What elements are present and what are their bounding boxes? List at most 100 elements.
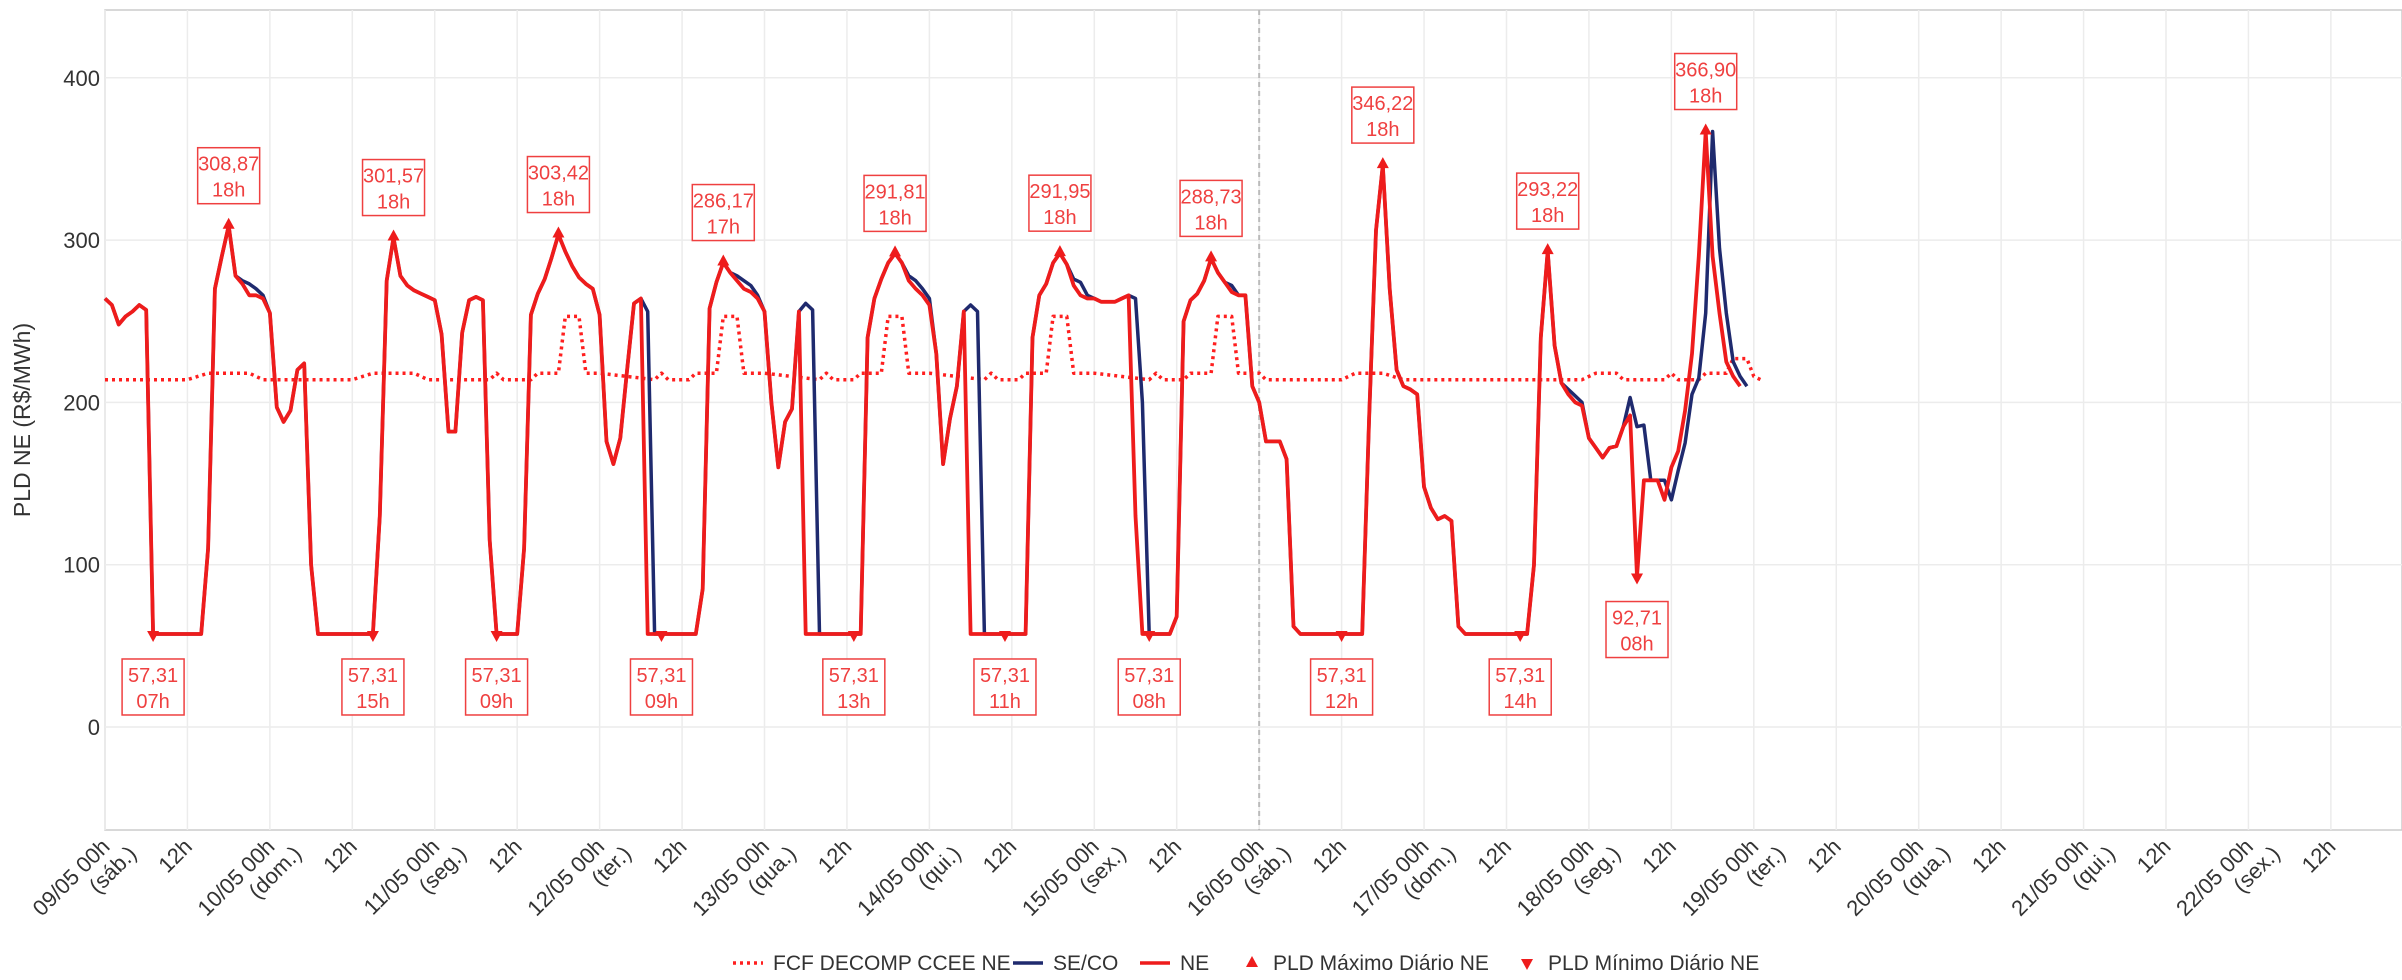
y-tick-label: 100 xyxy=(63,553,100,578)
min-marker xyxy=(1335,630,1348,642)
annotation-hour: 18h xyxy=(542,189,575,211)
legend: FCF DECOMP CCEE NE SE/CO NE PLD Máximo Diár… xyxy=(733,952,1759,975)
x-tick-label-line1: 12h xyxy=(978,834,1022,878)
x-tick-label: 12h xyxy=(1307,834,1351,878)
annotation-hour: 08h xyxy=(1620,634,1653,656)
annotation-box xyxy=(464,658,529,716)
x-tick-label-line1: 12h xyxy=(1472,834,1516,878)
min-annotation: 57,31 09h xyxy=(629,658,694,716)
annotation-hour: 18h xyxy=(377,192,410,214)
max-annotation: 366,90 18h xyxy=(1673,52,1738,111)
annotation-value: 57,31 xyxy=(1124,665,1174,687)
series-lines xyxy=(103,129,1762,636)
x-tick-label: 16/05 00h(sáb.) xyxy=(1182,834,1296,921)
annotation-box xyxy=(822,658,886,716)
annotation-box xyxy=(1309,658,1374,716)
annotation-hour: 11h xyxy=(989,691,1021,713)
legend-item-seco: SE/CO xyxy=(1013,952,1118,975)
max-marker xyxy=(552,226,565,238)
legend-label: PLD Máximo Diário NE xyxy=(1273,952,1489,975)
min-annotation: 57,31 11h xyxy=(973,658,1037,716)
annotation-hour: 18h xyxy=(878,207,911,229)
x-tick-label: 13/05 00h(qua.) xyxy=(687,834,801,921)
max-marker xyxy=(889,245,902,257)
legend-item-fcf: FCF DECOMP CCEE NE xyxy=(733,952,1011,975)
annotation-value: 293,22 xyxy=(1517,179,1578,201)
annotation-box xyxy=(1179,179,1243,238)
max-annotation: 303,42 18h xyxy=(526,155,591,214)
min-marker xyxy=(1631,573,1644,585)
x-tick-label: 12h xyxy=(648,834,692,878)
max-annotation: 291,95 18h xyxy=(1028,174,1092,232)
min-marker xyxy=(1514,630,1527,642)
y-tick-label: 0 xyxy=(88,715,100,740)
x-tick-label: 12h xyxy=(2132,834,2176,878)
max-annotation: 301,57 18h xyxy=(361,158,426,217)
annotation-hour: 18h xyxy=(212,180,245,202)
x-tick-label: 12h xyxy=(153,834,197,878)
max-annotation: 288,73 18h xyxy=(1179,179,1243,238)
annotation-value: 57,31 xyxy=(829,665,879,687)
annotation-value: 57,31 xyxy=(1317,665,1367,687)
y-tick-label: 400 xyxy=(63,66,100,91)
annotation-value: 92,71 xyxy=(1612,608,1662,630)
daily-markers xyxy=(147,123,1712,642)
x-tick-label-line1: 12h xyxy=(1143,834,1187,878)
min-marker xyxy=(490,630,503,642)
annotation-hour: 18h xyxy=(1366,119,1399,141)
annotation-box xyxy=(1117,658,1181,716)
annotation-box xyxy=(1028,174,1092,232)
annotation-value: 57,31 xyxy=(636,665,686,687)
annotation-value: 57,31 xyxy=(472,665,522,687)
annotation-hour: 18h xyxy=(1043,207,1076,229)
x-tick-label: 12h xyxy=(1802,834,1846,878)
x-tick-label: 09/05 00h(sáb.) xyxy=(28,834,142,921)
annotation-box xyxy=(863,174,927,233)
annotation-box xyxy=(1605,600,1669,659)
annotation-box xyxy=(1351,86,1415,144)
annotation-box xyxy=(1488,658,1552,716)
x-tick-label-line1: 12h xyxy=(2132,834,2176,878)
annotation-value: 346,22 xyxy=(1352,93,1413,115)
annotation-value: 308,87 xyxy=(198,154,259,176)
max-annotation: 291,81 18h xyxy=(863,174,927,233)
x-tick-label: 14/05 00h(qui.) xyxy=(852,834,966,921)
min-annotation: 57,31 12h xyxy=(1309,658,1374,716)
min-marker xyxy=(998,630,1011,642)
annotation-value: 366,90 xyxy=(1675,60,1736,82)
legend-label: PLD Mínimo Diário NE xyxy=(1548,952,1759,975)
legend-label: SE/CO xyxy=(1053,952,1118,975)
x-tick-label: 12h xyxy=(318,834,362,878)
min-marker xyxy=(147,630,160,642)
x-tick-label: 12h xyxy=(1472,834,1516,878)
annotation-value: 57,31 xyxy=(128,665,178,687)
max-marker xyxy=(1699,123,1712,135)
x-tick-label: 21/05 00h(qui.) xyxy=(2006,834,2120,921)
series-ne-line xyxy=(103,129,1742,636)
annotation-value: 291,95 xyxy=(1029,181,1090,203)
min-marker xyxy=(655,630,668,642)
annotation-hour: 18h xyxy=(1531,205,1564,227)
annotation-value: 286,17 xyxy=(693,191,754,213)
annotation-value: 57,31 xyxy=(980,665,1030,687)
x-tick-label: 18/05 00h(seg.) xyxy=(1512,834,1626,921)
annotation-value: 57,31 xyxy=(348,665,398,687)
x-tick-label-line1: 12h xyxy=(318,834,362,878)
x-tick-label-line1: 12h xyxy=(813,834,857,878)
annotation-hour: 13h xyxy=(837,691,870,713)
max-marker xyxy=(387,229,400,241)
y-axis-label: PLD NE (R$/MWh) xyxy=(9,323,35,517)
series-fcf-decomp-line xyxy=(105,314,1762,382)
min-annotation: 57,31 14h xyxy=(1488,658,1552,716)
annotation-hour: 12h xyxy=(1325,691,1358,713)
annotation-value: 57,31 xyxy=(1495,665,1545,687)
x-tick-label: 12h xyxy=(1143,834,1187,878)
annotation-hour: 18h xyxy=(1689,86,1722,108)
y-tick-label: 300 xyxy=(63,228,100,253)
max-marker xyxy=(1541,243,1554,255)
annotation-hour: 14h xyxy=(1504,691,1537,713)
annotation-box xyxy=(341,658,405,716)
annotation-hour: 18h xyxy=(1194,212,1227,234)
